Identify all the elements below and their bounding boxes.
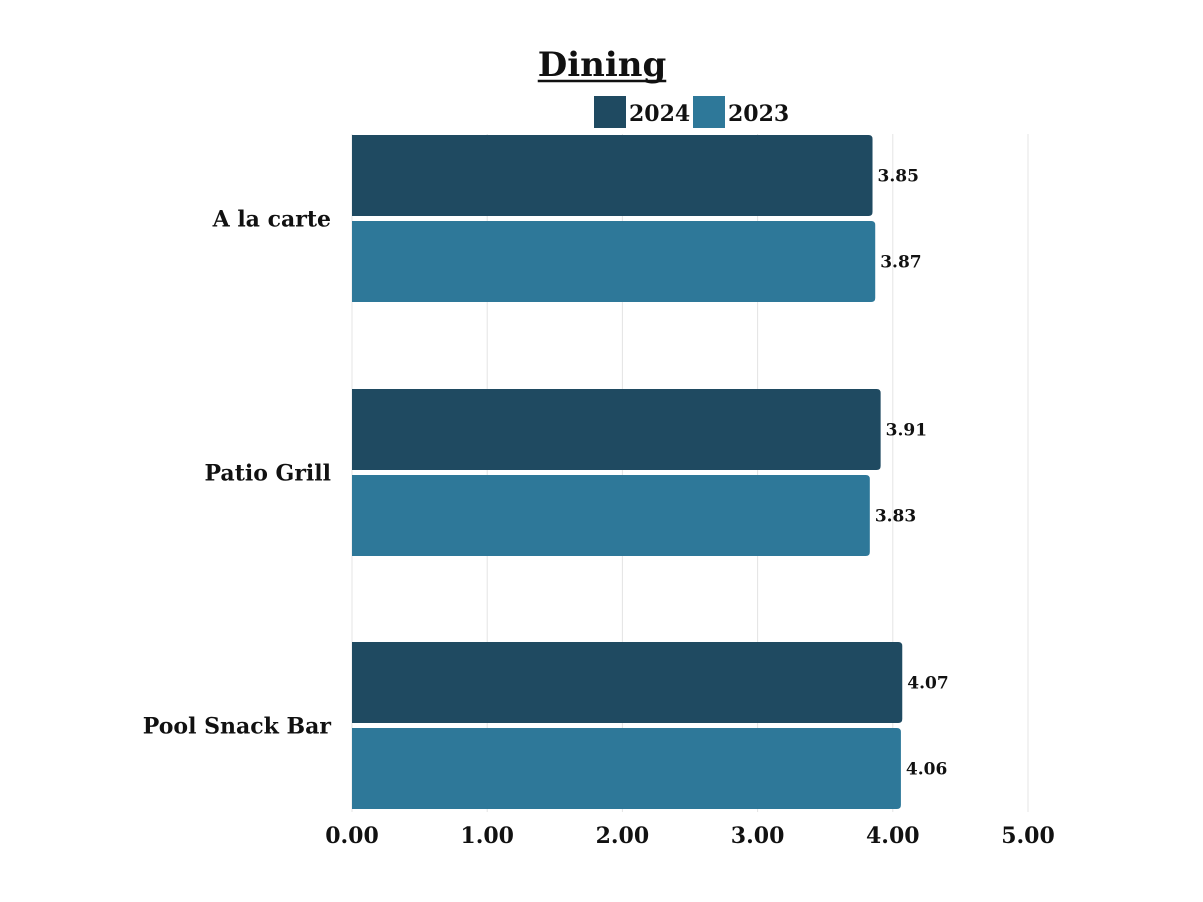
legend-swatch — [693, 96, 725, 128]
x-axis-ticks: 0.00 1.00 2.00 3.00 4.00 5.00 — [325, 823, 1055, 849]
x-tick-label: 4.00 — [866, 823, 920, 849]
category-label: Pool Snack Bar — [143, 714, 332, 740]
x-tick-label: 0.00 — [325, 823, 379, 849]
bar — [352, 389, 881, 470]
bar — [352, 135, 873, 216]
bar — [352, 642, 903, 723]
x-tick-label: 5.00 — [1001, 823, 1055, 849]
x-tick-label: 2.00 — [596, 823, 650, 849]
legend-swatch — [594, 96, 626, 128]
bar — [352, 221, 876, 302]
data-label: 4.07 — [907, 674, 948, 694]
labels: 3.85 3.87 A la carte 3.91 3.83 Patio Grill 4.0… — [143, 167, 949, 780]
category-label: Patio Grill — [204, 461, 331, 487]
data-label: 3.87 — [880, 253, 921, 273]
bar — [352, 728, 901, 809]
category-label: A la carte — [212, 207, 331, 233]
chart-title: Dining — [538, 45, 667, 85]
data-label: 4.06 — [906, 760, 947, 780]
legend: 2024 2023 — [594, 96, 789, 128]
x-tick-label: 3.00 — [731, 823, 785, 849]
data-label: 3.83 — [875, 507, 916, 527]
data-label: 3.85 — [878, 167, 919, 187]
data-label: 3.91 — [886, 421, 927, 441]
legend-label: 2024 — [629, 101, 690, 127]
x-tick-label: 1.00 — [460, 823, 514, 849]
bars — [352, 135, 903, 809]
legend-label: 2023 — [728, 101, 789, 127]
bar — [352, 475, 870, 556]
title-group: Dining — [537, 45, 667, 85]
